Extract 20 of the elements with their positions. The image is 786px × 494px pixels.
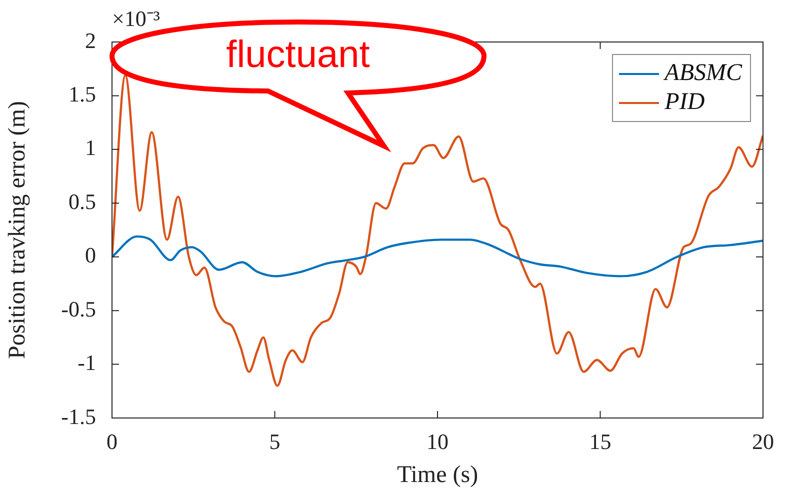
y-tick-label: 0.5: [68, 188, 96, 214]
x-tick-label: 10: [426, 428, 448, 454]
line-series: [112, 235, 763, 278]
y-tick-label: 2: [85, 28, 96, 53]
legend-label: PID: [664, 88, 705, 117]
text: ×10⁻³: [112, 5, 160, 32]
y-tick-label: 1: [85, 135, 96, 160]
x-axis-title: Time (s): [396, 462, 478, 488]
annotation: fluctuant: [225, 33, 371, 77]
legend-label: ABSMC: [664, 59, 742, 88]
y-tick-label: -0.5: [61, 296, 96, 322]
y-tick-label: -1.5: [61, 404, 96, 429]
y-tick-label: 1.5: [68, 81, 96, 106]
y-tick-label: 0: [85, 242, 96, 268]
x-tick-label: 0: [106, 428, 118, 454]
y-axis-title: Position travking error (m): [4, 101, 31, 359]
x-tick-label: 20: [752, 428, 774, 454]
x-tick-label: 15: [589, 428, 612, 454]
y-tick-label: -1: [78, 350, 96, 376]
x-tick-label: 5: [269, 428, 280, 454]
